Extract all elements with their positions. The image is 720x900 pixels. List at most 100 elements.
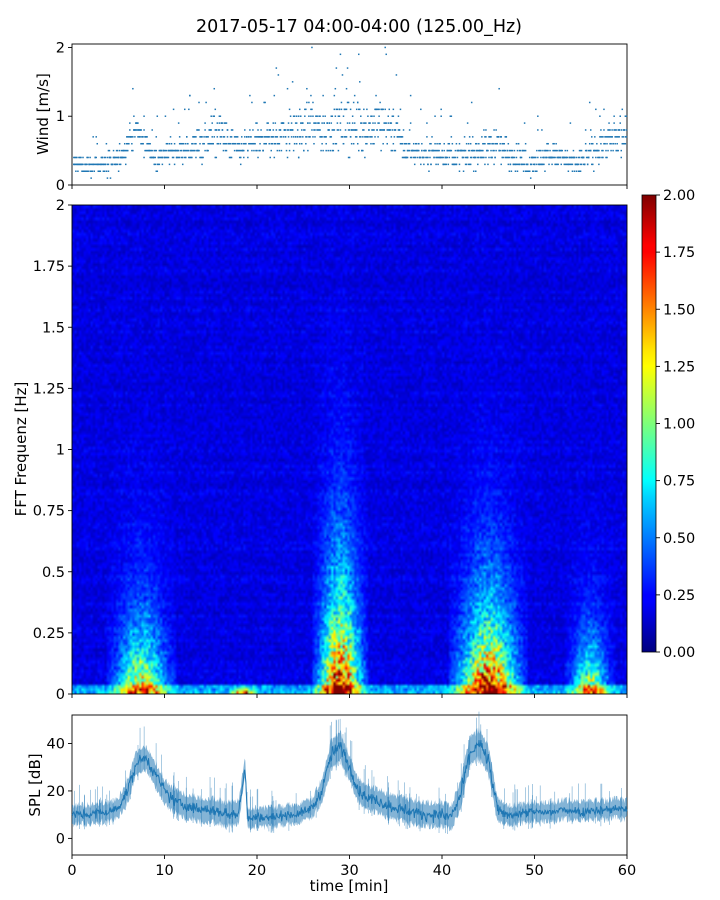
wind-point (216, 122, 219, 124)
wind-point (208, 142, 210, 145)
wind-point (140, 129, 142, 131)
wind-point (481, 156, 483, 159)
wind-point (386, 142, 388, 145)
wind-point (383, 129, 385, 131)
wind-point (625, 115, 628, 117)
wind-point (145, 136, 147, 138)
wind-point (464, 156, 467, 159)
spl-xtick-label: 50 (525, 863, 543, 879)
wind-point (473, 149, 476, 152)
wind-point (153, 156, 155, 159)
wind-point (187, 149, 189, 152)
wind-point (454, 149, 457, 152)
wind-point (446, 149, 449, 152)
wind-point (100, 156, 103, 159)
wind-point (156, 170, 159, 172)
wind-point (589, 149, 592, 152)
spl-ytick-label: 40 (47, 736, 65, 752)
wind-point (223, 136, 226, 138)
wind-point (197, 149, 199, 152)
wind-point (244, 129, 246, 131)
wind-point (244, 142, 246, 145)
wind-point (458, 142, 461, 145)
wind-point (400, 142, 403, 145)
wind-point (454, 163, 457, 166)
wind-point (427, 156, 429, 159)
wind-point (451, 163, 454, 166)
wind-point (243, 142, 245, 145)
wind-point (353, 94, 356, 97)
spl-ytick-label: 20 (47, 784, 65, 800)
wind-point (249, 142, 251, 145)
wind-point (437, 156, 439, 159)
wind-point (409, 94, 412, 97)
wind-point (377, 136, 379, 138)
wind-point (269, 129, 271, 131)
wind-point (613, 122, 615, 124)
wind-point (505, 136, 508, 138)
wind-point (223, 142, 226, 145)
wind-point (567, 170, 570, 172)
wind-point (399, 142, 402, 145)
wind-point (462, 170, 465, 172)
wind-point (191, 142, 193, 145)
wind-point (564, 149, 567, 152)
wind-point (551, 156, 553, 159)
wind-point (230, 156, 233, 159)
wind-point (226, 129, 229, 131)
wind-point (166, 142, 169, 145)
wind-point (462, 149, 465, 152)
wind-point (469, 163, 472, 166)
wind-point (614, 142, 616, 145)
spectrogram-ytick-label: 2 (56, 198, 65, 214)
wind-point (415, 149, 418, 152)
wind-point (503, 149, 506, 152)
wind-point (201, 156, 203, 159)
wind-point (379, 129, 381, 131)
wind-point (175, 156, 178, 159)
wind-point (332, 129, 335, 131)
wind-point (440, 156, 442, 159)
wind-point (321, 122, 323, 124)
wind-point (279, 136, 282, 138)
spectrogram-ytick-label: 0 (56, 687, 65, 703)
wind-ytick-label: 0 (56, 178, 65, 194)
wind-point (238, 156, 241, 159)
wind-point (435, 163, 437, 166)
wind-point (494, 142, 496, 145)
wind-point (408, 142, 411, 145)
wind-point (298, 142, 301, 145)
wind-point (236, 149, 239, 152)
wind-point (220, 122, 223, 124)
wind-point (552, 149, 554, 152)
wind-point (192, 142, 194, 145)
wind-point (143, 156, 145, 159)
wind-point (578, 156, 581, 159)
wind-point (251, 142, 253, 145)
wind-point (327, 149, 329, 152)
wind-point (224, 149, 227, 152)
wind-point (392, 115, 395, 117)
wind-point (598, 163, 600, 166)
figure-title: 2017-05-17 04:00-04:00 (125.00_Hz) (196, 17, 522, 37)
wind-point (453, 163, 456, 166)
wind-point (442, 163, 444, 166)
wind-point (571, 163, 574, 166)
wind-point (593, 170, 595, 172)
wind-point (258, 136, 260, 138)
wind-point (417, 156, 419, 159)
wind-point (557, 156, 559, 159)
wind-point (605, 136, 607, 138)
wind-point (146, 142, 148, 145)
wind-point (79, 156, 81, 159)
wind-point (581, 156, 584, 159)
wind-point (86, 170, 88, 172)
wind-point (371, 136, 373, 138)
wind-point (291, 129, 294, 131)
wind-point (159, 156, 162, 159)
wind-point (73, 163, 75, 166)
wind-point (483, 129, 485, 131)
wind-point (602, 136, 604, 138)
wind-point (266, 129, 268, 131)
wind-point (162, 149, 165, 152)
